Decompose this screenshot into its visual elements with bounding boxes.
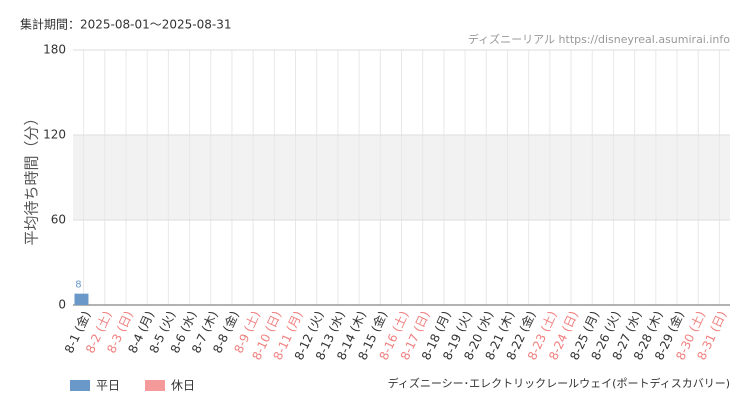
y-tick-label: 60 <box>51 213 66 227</box>
y-tick-label: 0 <box>58 298 66 312</box>
y-label: 平均待ち時間（分） <box>23 110 41 245</box>
legend-label: 平日 <box>96 379 120 393</box>
value-label: 8 <box>75 280 81 291</box>
y-tick-label: 180 <box>43 43 66 57</box>
legend-swatch <box>70 380 90 391</box>
legend-swatch <box>145 380 165 391</box>
period: 集計期間：2025-08-01～2025-08-31 <box>20 17 231 32</box>
bar <box>74 293 89 305</box>
legend-label: 休日 <box>171 379 195 393</box>
source: ディズニーリアル https://disneyreal.asumirai.inf… <box>468 32 730 46</box>
y-tick-label: 120 <box>43 128 66 142</box>
attraction: ディズニーシー･エレクトリックレールウェイ(ポートディスカバリー) <box>388 376 730 390</box>
